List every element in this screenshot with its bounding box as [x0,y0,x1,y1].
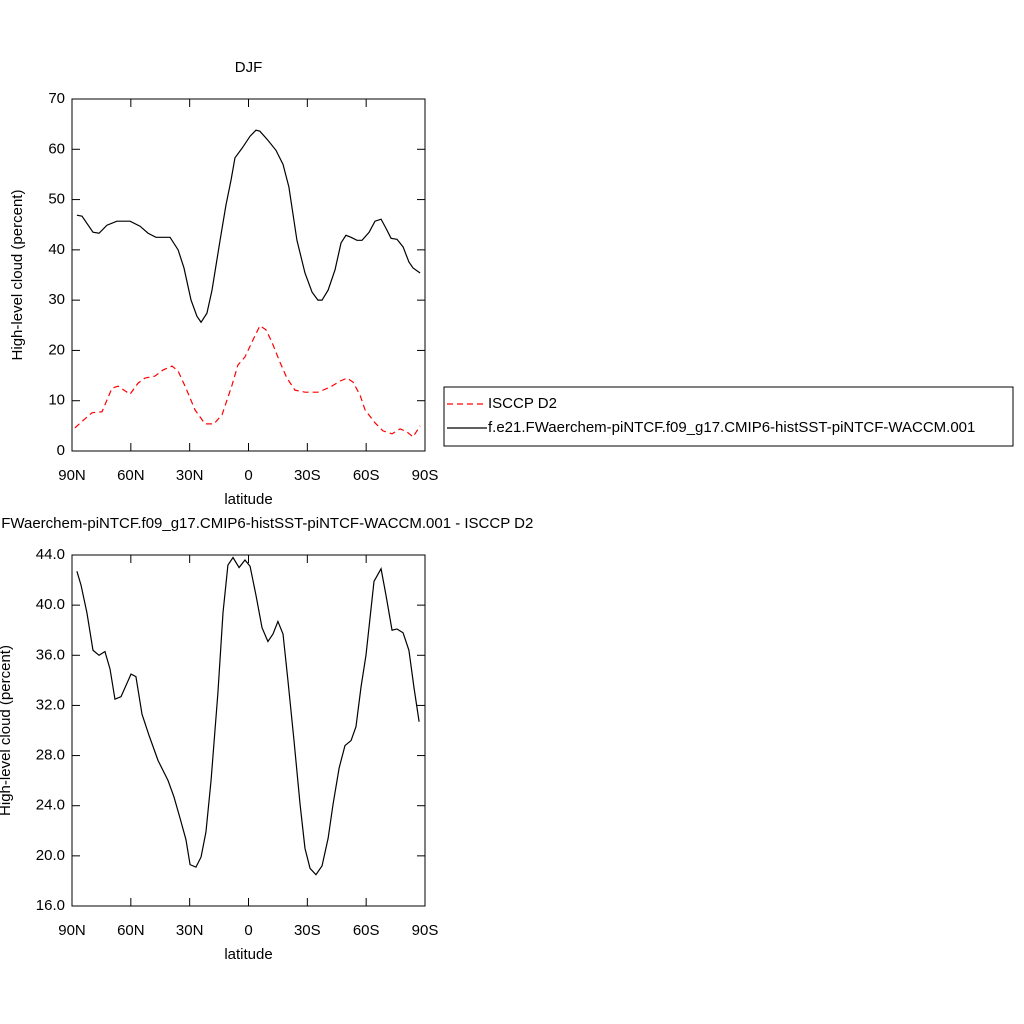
x-tick-label: 90S [412,922,439,939]
x-tick-label: 30N [176,467,204,484]
y-tick-label: 16.0 [36,897,65,914]
legend-label: ISCCP D2 [488,395,557,412]
y-tick-label: 30 [48,291,65,308]
y-tick-label: 20 [48,341,65,358]
chart-title: f.e21.FWaerchem-piNTCF.f09_g17.CMIP6-his… [0,515,533,532]
x-axis-label: latitude [224,946,272,963]
y-tick-label: 44.0 [36,546,65,563]
plot-frame [71,98,426,452]
x-tick-label: 30S [294,467,321,484]
chart-title: DJF [235,59,263,76]
y-axis-label: High-level cloud (percent) [9,190,26,361]
x-tick-label: 30S [294,922,321,939]
y-tick-label: 10 [48,392,65,409]
y-tick-label: 20.0 [36,847,65,864]
y-tick-label: 50 [48,191,65,208]
data-line [76,556,420,876]
x-tick-label: 60S [353,467,380,484]
x-axis-label: latitude [224,491,272,508]
y-tick-label: 70 [48,90,65,107]
legend-label: f.e21.FWaerchem-piNTCF.f09_g17.CMIP6-his… [488,419,975,436]
y-tick-label: 60 [48,140,65,157]
x-tick-label: 60N [117,467,145,484]
x-tick-label: 90S [412,467,439,484]
y-tick-label: 40 [48,241,65,258]
x-tick-label: 30N [176,922,204,939]
x-tick-label: 60N [117,922,145,939]
x-tick-label: 90N [58,922,86,939]
y-tick-label: 24.0 [36,797,65,814]
x-tick-label: 0 [244,922,252,939]
x-tick-label: 0 [244,467,252,484]
y-axis-label: High-level cloud (percent) [0,645,14,816]
data-line [76,129,421,324]
x-tick-label: 90N [58,467,86,484]
legend-box [443,386,1014,447]
data-line [74,324,421,438]
y-tick-label: 36.0 [36,646,65,663]
y-tick-label: 28.0 [36,747,65,764]
y-tick-label: 0 [57,442,65,459]
y-tick-label: 32.0 [36,696,65,713]
x-tick-label: 60S [353,922,380,939]
y-tick-label: 40.0 [36,596,65,613]
plot-frame [71,554,426,907]
